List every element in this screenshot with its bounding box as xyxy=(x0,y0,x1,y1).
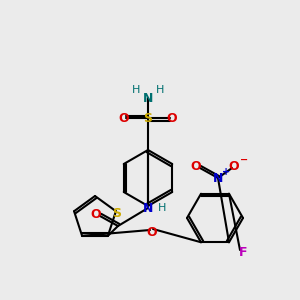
Text: O: O xyxy=(91,208,101,220)
Text: N: N xyxy=(143,92,153,104)
Text: N: N xyxy=(143,202,153,214)
Text: H: H xyxy=(158,203,166,213)
Text: O: O xyxy=(147,226,157,238)
Text: O: O xyxy=(191,160,201,172)
Text: O: O xyxy=(167,112,177,124)
Text: S: S xyxy=(143,112,152,124)
Text: H: H xyxy=(132,85,140,95)
Text: F: F xyxy=(239,247,247,260)
Text: O: O xyxy=(119,112,129,124)
Text: −: − xyxy=(240,155,248,165)
Text: N: N xyxy=(213,172,223,184)
Text: +: + xyxy=(222,167,230,177)
Text: O: O xyxy=(229,160,239,172)
Text: S: S xyxy=(112,207,122,220)
Text: H: H xyxy=(156,85,164,95)
